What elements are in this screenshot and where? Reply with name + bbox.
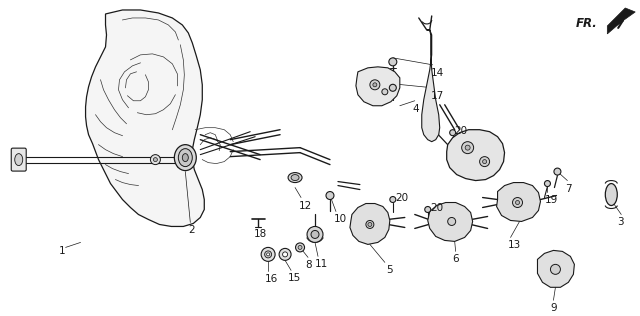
Circle shape (368, 222, 372, 227)
Text: 13: 13 (508, 240, 521, 250)
Ellipse shape (288, 173, 302, 183)
Text: 17: 17 (431, 91, 444, 101)
Circle shape (326, 191, 334, 199)
Text: 11: 11 (315, 259, 328, 269)
Circle shape (264, 251, 271, 258)
Circle shape (373, 83, 377, 87)
Circle shape (298, 246, 302, 249)
Circle shape (283, 252, 287, 257)
Text: 19: 19 (545, 195, 557, 204)
Circle shape (554, 168, 561, 175)
Text: 15: 15 (288, 273, 301, 283)
Circle shape (545, 180, 550, 186)
Polygon shape (447, 130, 504, 180)
Circle shape (382, 89, 388, 95)
Polygon shape (356, 67, 400, 106)
Circle shape (311, 230, 319, 239)
Polygon shape (350, 204, 390, 244)
Text: 4: 4 (413, 104, 419, 114)
Ellipse shape (605, 184, 618, 205)
Text: 8: 8 (305, 260, 312, 270)
Circle shape (513, 198, 522, 208)
Ellipse shape (174, 145, 196, 171)
Circle shape (279, 248, 291, 260)
Text: 1: 1 (59, 246, 65, 256)
Circle shape (370, 80, 380, 90)
Circle shape (479, 157, 490, 167)
Circle shape (461, 142, 474, 154)
Text: 16: 16 (265, 274, 278, 284)
Circle shape (150, 155, 161, 165)
Text: 3: 3 (618, 217, 624, 228)
Circle shape (366, 221, 374, 228)
Ellipse shape (291, 174, 299, 180)
Text: 20: 20 (431, 203, 444, 213)
Circle shape (267, 253, 269, 256)
Polygon shape (538, 250, 574, 287)
Text: 20: 20 (395, 192, 408, 203)
Text: 18: 18 (254, 229, 268, 240)
Circle shape (465, 145, 470, 150)
Polygon shape (422, 30, 440, 142)
Text: 20: 20 (454, 126, 468, 136)
Ellipse shape (179, 149, 192, 167)
FancyBboxPatch shape (12, 148, 26, 171)
Text: FR.: FR. (575, 17, 597, 30)
Circle shape (307, 227, 323, 242)
Circle shape (296, 243, 305, 252)
Circle shape (261, 247, 275, 261)
Circle shape (448, 217, 456, 225)
Text: 7: 7 (565, 184, 572, 194)
Polygon shape (428, 203, 472, 241)
Circle shape (483, 160, 486, 164)
Polygon shape (86, 10, 204, 227)
Circle shape (516, 201, 520, 204)
Circle shape (389, 58, 397, 66)
Text: 2: 2 (188, 225, 195, 235)
Text: 12: 12 (299, 201, 312, 210)
Ellipse shape (182, 154, 188, 161)
Polygon shape (607, 8, 636, 34)
Circle shape (389, 84, 396, 91)
Circle shape (154, 158, 157, 161)
Circle shape (425, 206, 431, 212)
Text: 14: 14 (431, 68, 444, 78)
Ellipse shape (15, 154, 22, 166)
Text: 9: 9 (550, 303, 557, 313)
Text: 6: 6 (452, 254, 460, 264)
Text: 5: 5 (386, 265, 392, 275)
Polygon shape (497, 183, 540, 222)
Text: 10: 10 (334, 215, 347, 224)
Circle shape (390, 197, 396, 203)
Circle shape (450, 130, 456, 136)
Circle shape (550, 264, 561, 274)
